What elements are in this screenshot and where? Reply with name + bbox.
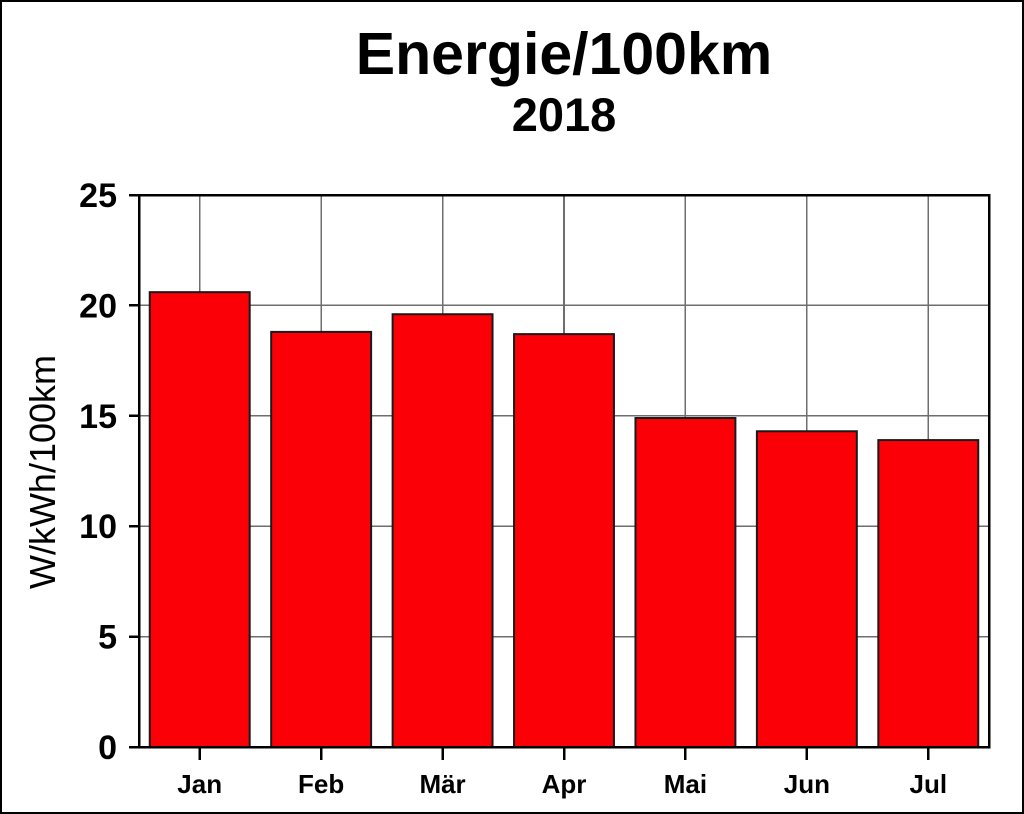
chart-title: Energie/100km (355, 21, 773, 87)
x-tick-label: Mär (419, 769, 465, 799)
bar-jun (755, 430, 858, 748)
x-tick-label: Apr (542, 769, 587, 799)
chart-subtitle: 2018 (511, 88, 617, 141)
y-tick-label: 20 (79, 287, 117, 325)
y-tick-label: 0 (98, 729, 117, 767)
bar-mai (634, 417, 737, 748)
x-tick-label: Jun (784, 769, 830, 799)
x-tick-label: Jan (177, 769, 222, 799)
y-tick-label: 15 (79, 398, 117, 436)
bar-jul (877, 439, 980, 748)
x-tick-label: Jul (909, 769, 947, 799)
bar-apr (513, 333, 615, 748)
x-tick-label: Mai (664, 769, 707, 799)
y-tick-label: 25 (79, 177, 117, 215)
y-tick-label: 10 (79, 508, 117, 546)
bar-mär (391, 313, 494, 748)
bar-jan (148, 291, 251, 748)
y-tick-label: 5 (98, 619, 117, 657)
title-block: Energie/100km 2018 (139, 22, 989, 140)
bar-feb (270, 330, 373, 748)
x-tick-label: Feb (298, 769, 344, 799)
